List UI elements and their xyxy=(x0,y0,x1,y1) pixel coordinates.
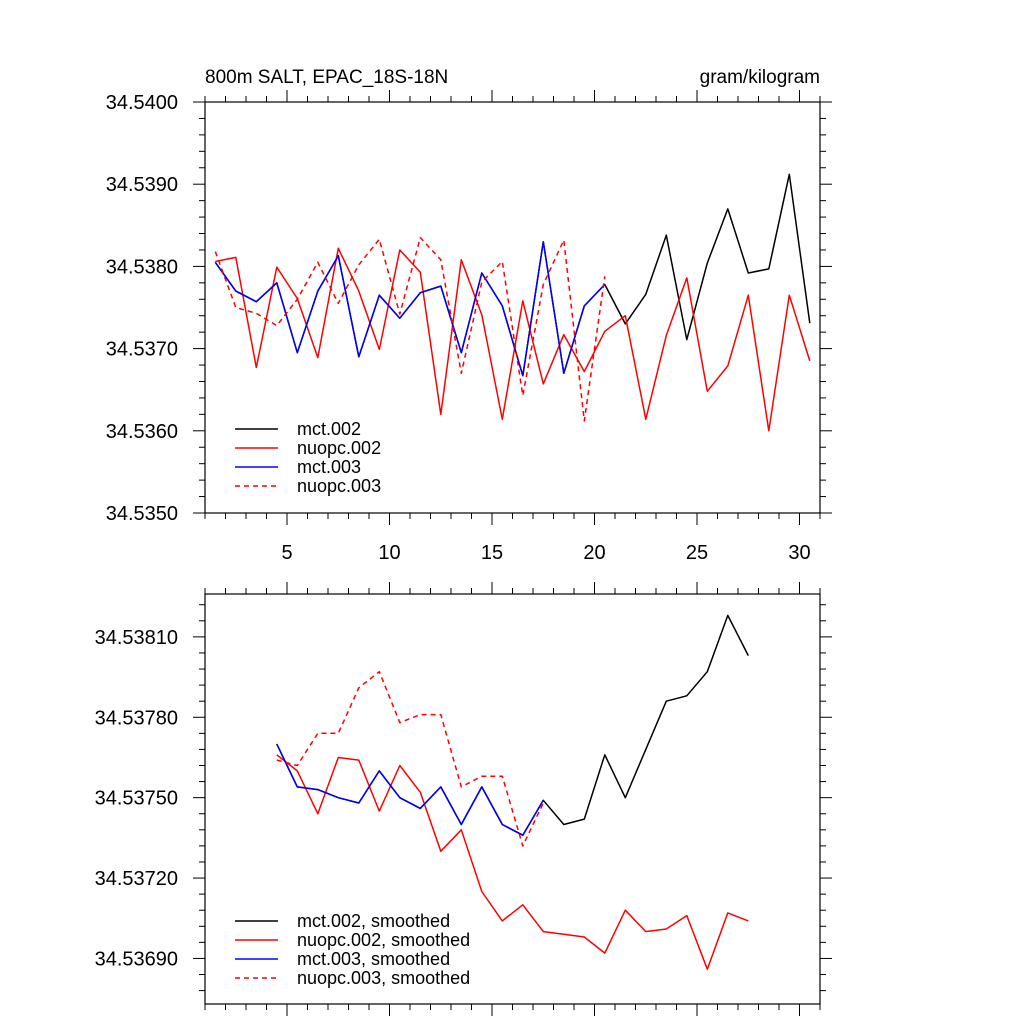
y-tick-label: 34.53690 xyxy=(95,948,178,970)
chart-title: 800m SALT, EPAC_18S-18N xyxy=(205,67,448,88)
panel-2: 34.53690 34.53720 34.53750 34.53780 34.53810… xyxy=(95,582,832,1016)
legend-label: mct.003 xyxy=(297,457,361,477)
x-tick-label: 10 xyxy=(378,542,400,564)
x-tick-label: 20 xyxy=(583,542,605,564)
series-line-nuopc-003-smoothed xyxy=(276,670,544,847)
y-tick-label: 34.5360 xyxy=(106,421,178,443)
legend-label: mct.002, smoothed xyxy=(297,911,450,931)
legend-label: nuopc.002, smoothed xyxy=(297,930,470,950)
legend-label: nuopc.003 xyxy=(297,476,381,496)
y-tick-label: 34.5390 xyxy=(106,174,178,196)
series-line-mct-002 xyxy=(214,173,811,377)
x-tick-label: 5 xyxy=(281,542,292,564)
panel-1: 800m SALT, EPAC_18S-18N gram/kilogram 5 10 1… xyxy=(106,67,832,564)
y-tick-label: 34.53810 xyxy=(95,627,178,649)
series-line-nuopc-002 xyxy=(215,247,811,432)
y-tick-label: 34.53780 xyxy=(95,707,178,729)
legend-label: nuopc.002 xyxy=(297,438,381,458)
legend-label: mct.002 xyxy=(297,419,361,439)
legend-label: mct.003, smoothed xyxy=(297,949,450,969)
chart-units: gram/kilogram xyxy=(700,67,820,88)
series-line-mct-003 xyxy=(214,240,606,377)
y-tick-label: 34.53720 xyxy=(95,868,178,890)
y-tick-label: 34.5350 xyxy=(106,503,178,525)
y-tick-label: 34.53750 xyxy=(95,788,178,810)
series-line-nuopc-002-smoothed xyxy=(276,754,749,970)
x-tick-label: 25 xyxy=(686,542,708,564)
legend-label: nuopc.003, smoothed xyxy=(297,968,470,988)
y-tick-label: 34.5370 xyxy=(106,339,178,361)
x-tick-label: 30 xyxy=(788,542,810,564)
series-line-mct-002-smoothed xyxy=(276,614,749,836)
x-tick-label: 15 xyxy=(481,542,503,564)
y-tick-label: 34.5400 xyxy=(106,92,178,114)
y-tick-label: 34.5380 xyxy=(106,256,178,278)
series-line-nuopc-003 xyxy=(214,236,606,422)
series-line-mct-003-smoothed xyxy=(276,743,544,836)
